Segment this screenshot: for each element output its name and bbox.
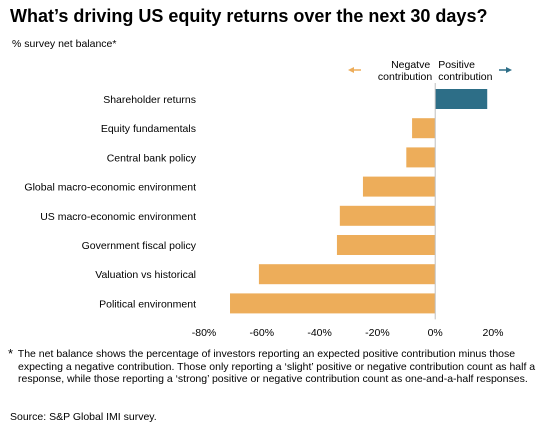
- category-label: Central bank policy: [107, 152, 197, 164]
- bar: [406, 147, 436, 168]
- x-tick-label: 0%: [428, 327, 443, 339]
- positive-label-line1: Positive: [438, 59, 475, 71]
- x-tick-label: -60%: [250, 327, 275, 339]
- bar: [435, 89, 488, 109]
- negative-arrowhead-icon: [348, 67, 354, 73]
- category-label: Government fiscal policy: [82, 240, 197, 252]
- footnote-marker: *: [8, 346, 14, 361]
- bar: [412, 118, 436, 139]
- footnote-text: The net balance shows the percentage of …: [17, 348, 536, 385]
- category-label: Political environment: [99, 298, 196, 310]
- positive-arrowhead-icon: [506, 67, 512, 73]
- x-tick-label: -20%: [365, 327, 390, 339]
- chart-title: What’s driving US equity returns over th…: [10, 6, 488, 26]
- category-label: Global macro-economic environment: [24, 182, 196, 194]
- chart-subtitle: % survey net balance*: [12, 38, 117, 50]
- x-tick-label: 20%: [482, 327, 503, 339]
- negative-label-line2: contribution: [378, 71, 432, 83]
- bar-chart: NegatvecontributionPositivecontributionS…: [24, 59, 512, 339]
- category-label: US macro-economic environment: [40, 211, 196, 223]
- source-note: Source: S&P Global IMI survey.: [10, 411, 157, 423]
- x-tick-label: -40%: [307, 327, 332, 339]
- bar: [230, 293, 436, 314]
- bar: [362, 176, 436, 197]
- x-tick-label: -80%: [192, 327, 217, 339]
- bar: [258, 264, 436, 285]
- negative-label-line1: Negatve: [391, 59, 430, 71]
- category-label: Shareholder returns: [103, 94, 196, 106]
- category-label: Equity fundamentals: [101, 123, 196, 135]
- bar: [336, 235, 436, 255]
- positive-label-line2: contribution: [438, 71, 492, 83]
- category-label: Valuation vs historical: [95, 269, 196, 281]
- bar: [339, 205, 436, 226]
- footnote: * The net balance shows the percentage o…: [8, 346, 548, 386]
